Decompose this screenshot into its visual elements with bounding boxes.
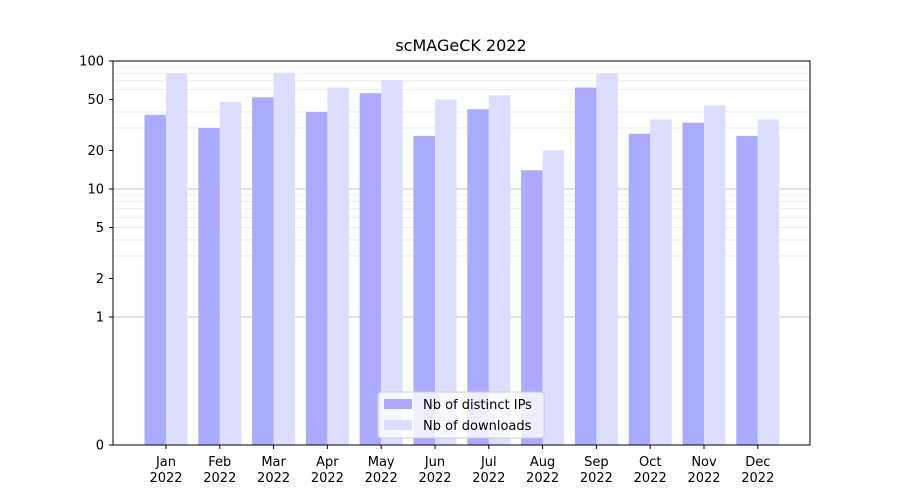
x-tick-label: 2022 xyxy=(149,471,182,486)
chart-title: scMAGeCK 2022 xyxy=(395,36,526,55)
bar-downloads xyxy=(542,150,565,446)
bar-distinct-ips xyxy=(574,87,597,446)
bar-downloads xyxy=(596,73,618,445)
legend-label: Nb of distinct IPs xyxy=(423,398,532,413)
bar-downloads xyxy=(166,73,188,445)
plot-frame xyxy=(112,60,811,446)
bars-layer xyxy=(144,72,780,446)
x-tick-label: Apr xyxy=(316,455,339,470)
bar-distinct-ips xyxy=(467,109,489,445)
legend-swatch xyxy=(384,420,412,430)
bar-downloads xyxy=(219,101,242,446)
legend: Nb of distinct IPs Nb of downloads xyxy=(377,391,545,439)
legend-box xyxy=(377,391,545,439)
bar-distinct-ips xyxy=(359,93,382,445)
x-tick-label: Oct xyxy=(639,455,661,470)
x-tick-label: Dec xyxy=(745,455,770,470)
y-tick-label: 10 xyxy=(87,183,104,198)
bar-downloads xyxy=(488,95,511,445)
bar-downloads xyxy=(650,119,672,446)
y-tick-label: 2 xyxy=(96,272,104,287)
bar-downloads xyxy=(327,87,349,446)
bar-downloads xyxy=(273,72,296,445)
bar-distinct-ips xyxy=(413,135,435,445)
bar-distinct-ips xyxy=(305,111,328,446)
x-tick-label: 2022 xyxy=(203,471,236,486)
x-tick-label: 2022 xyxy=(257,471,290,486)
axis-layer: 0125102050100Jan2022Feb2022Mar2022Apr202… xyxy=(79,55,774,487)
x-tick-label: Mar xyxy=(261,455,286,470)
y-tick-label: 5 xyxy=(96,221,104,236)
y-tick-label: 20 xyxy=(87,144,104,159)
x-tick-label: 2022 xyxy=(526,471,559,486)
legend-swatch xyxy=(384,399,412,409)
x-tick-label: Aug xyxy=(530,455,555,470)
legend-label: Nb of downloads xyxy=(423,419,532,434)
x-tick-label: 2022 xyxy=(472,471,505,486)
x-tick-label: May xyxy=(368,455,395,470)
x-tick-label: 2022 xyxy=(687,471,720,486)
x-tick-label: Nov xyxy=(691,455,717,470)
x-tick-label: 2022 xyxy=(311,471,344,486)
bar-downloads xyxy=(381,80,403,445)
x-tick-label: Feb xyxy=(208,455,231,470)
bar-downloads xyxy=(757,119,780,446)
bar-distinct-ips xyxy=(521,170,543,446)
bar-distinct-ips xyxy=(144,114,166,446)
bar-distinct-ips xyxy=(198,127,220,446)
y-tick-label: 50 xyxy=(87,93,104,108)
x-tick-label: Jun xyxy=(424,455,445,470)
bar-distinct-ips xyxy=(682,122,704,445)
x-tick-label: Jan xyxy=(155,455,176,470)
bar-distinct-ips xyxy=(628,133,651,445)
y-tick-label: 0 xyxy=(96,439,104,454)
x-tick-label: 2022 xyxy=(418,471,451,486)
bar-downloads xyxy=(704,105,726,446)
y-tick-label: 1 xyxy=(96,311,104,326)
x-tick-label: 2022 xyxy=(634,471,667,486)
bar-downloads xyxy=(435,99,457,446)
x-tick-label: 2022 xyxy=(741,471,774,486)
y-tick-label: 100 xyxy=(79,55,104,70)
bar-distinct-ips xyxy=(736,135,758,445)
x-tick-label: 2022 xyxy=(365,471,398,486)
x-tick-label: Sep xyxy=(584,455,609,470)
x-tick-label: Jul xyxy=(480,455,497,470)
bar-distinct-ips xyxy=(252,97,274,446)
x-tick-label: 2022 xyxy=(580,471,613,486)
